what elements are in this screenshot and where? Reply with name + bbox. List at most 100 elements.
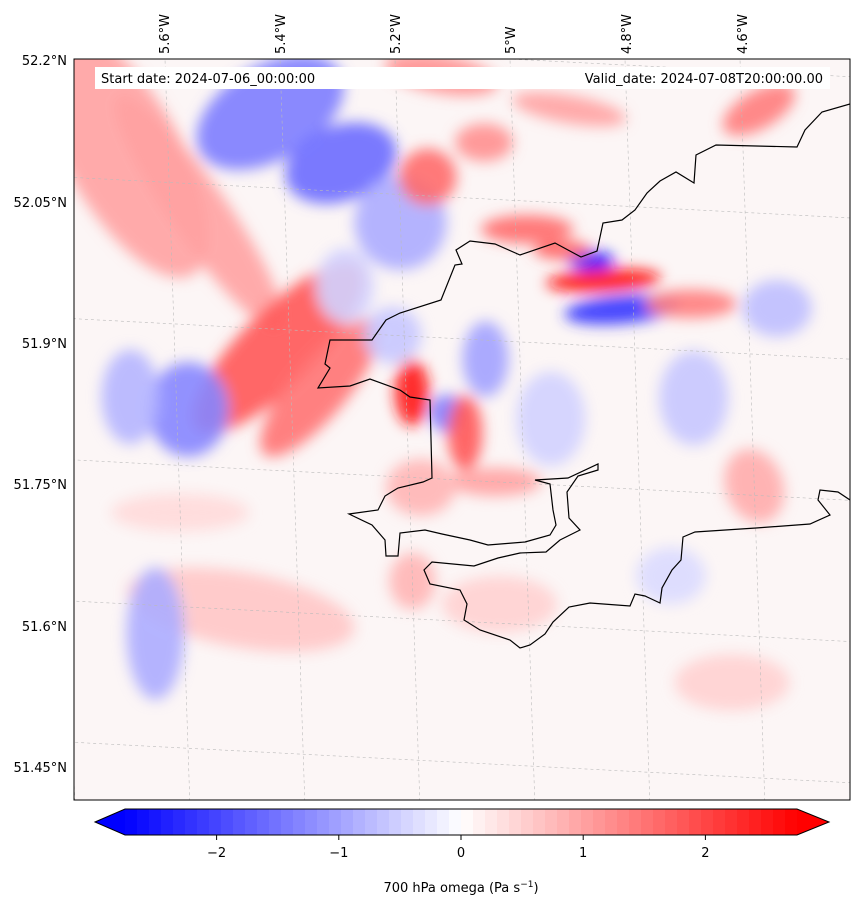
colorbar-extend-min <box>95 809 125 835</box>
meridian-line <box>279 59 306 800</box>
lat-label: 51.6°N <box>22 620 67 635</box>
colorbar-tick-label: −1 <box>329 846 348 861</box>
lon-label: 5.4°W <box>274 14 289 54</box>
colorbar-segment <box>629 809 642 835</box>
colorbar-segment <box>713 809 726 835</box>
omega-cell <box>674 654 790 711</box>
lon-label: 5.6°W <box>158 14 173 54</box>
colorbar-segment <box>221 809 234 835</box>
omega-cell <box>147 362 229 457</box>
omega-cell <box>398 148 457 206</box>
omega-cell <box>462 321 509 397</box>
colorbar-segment <box>185 809 198 835</box>
colorbar-segment <box>737 809 750 835</box>
colorbar-segment <box>341 809 354 835</box>
omega-cell <box>389 552 436 610</box>
omega-cell <box>114 95 284 330</box>
omega-cell <box>512 92 626 127</box>
colorbar-segment <box>617 809 630 835</box>
colorbar-segment <box>197 809 210 835</box>
colorbar-segment <box>125 809 138 835</box>
omega-cell <box>394 359 430 426</box>
colorbar-segment <box>245 809 258 835</box>
lat-label: 51.75°N <box>14 478 67 493</box>
omega-cell <box>74 59 209 278</box>
colorbar-segment <box>413 809 426 835</box>
meridian-line <box>509 59 536 800</box>
colorbar-segment <box>257 809 270 835</box>
colorbar-segment <box>353 809 366 835</box>
map-frame <box>73 58 851 801</box>
meridian-line <box>739 59 766 800</box>
omega-cell <box>447 395 483 471</box>
colorbar-segment <box>377 809 390 835</box>
parallel-line <box>74 600 850 642</box>
parallel-line <box>74 459 850 501</box>
parallel-line <box>74 177 850 219</box>
colorbar-title: 700 hPa omega (Pa s−1) <box>383 880 538 896</box>
colorbar-title-exponent: −1 <box>520 880 533 890</box>
colorbar-segment <box>521 809 534 835</box>
colorbar-tick-label: 2 <box>701 846 709 861</box>
colorbar-extend-max <box>797 809 829 835</box>
colorbar-segment <box>401 809 414 835</box>
colorbar-segment <box>317 809 330 835</box>
colorbar-segment <box>593 809 606 835</box>
colorbar-tick-label: −2 <box>207 846 226 861</box>
colorbar-segment <box>281 809 294 835</box>
lat-label: 52.2°N <box>22 54 67 69</box>
colorbar-segment <box>149 809 162 835</box>
colorbar-segment <box>137 809 150 835</box>
lon-label: 5°W <box>504 26 519 54</box>
omega-cell <box>516 371 586 466</box>
omega-cell <box>722 83 796 136</box>
info-box <box>95 67 830 89</box>
colorbar-segment <box>437 809 450 835</box>
colorbar-segment <box>641 809 654 835</box>
parallel-line <box>74 742 850 784</box>
lon-label: 4.8°W <box>620 14 635 54</box>
colorbar-segment <box>329 809 342 835</box>
omega-cell <box>546 268 662 293</box>
omega-cell <box>441 576 558 633</box>
colorbar-segment <box>749 809 762 835</box>
colorbar-title-units: Pa s <box>494 881 520 896</box>
longitude-labels: 5.6°W 5.4°W 5.2°W 5°W 4.8°W 4.6°W <box>158 14 751 54</box>
colorbar-tick-label: 1 <box>579 846 587 861</box>
colorbar-segment <box>605 809 618 835</box>
colorbar-title-field: 700 hPa omega <box>383 881 484 896</box>
colorbar-segment <box>161 809 174 835</box>
colorbar-segment <box>725 809 738 835</box>
colorbar-segment <box>773 809 786 835</box>
meridian-line <box>624 59 651 800</box>
colorbar-segment <box>665 809 678 835</box>
omega-cell <box>316 248 374 324</box>
omega-cell <box>449 467 542 496</box>
meridian-line <box>852 0 859 879</box>
colorbar-segment <box>497 809 510 835</box>
colorbar-outline <box>93 808 831 836</box>
colorbar-segment <box>761 809 774 835</box>
colorbar-segment <box>533 809 546 835</box>
omega-cell <box>659 350 729 446</box>
colorbar-ticks: −2 −1 0 1 2 <box>207 835 710 861</box>
colorbar-segment <box>233 809 246 835</box>
colorbar-segment <box>485 809 498 835</box>
lat-label: 52.05°N <box>14 196 67 211</box>
colorbar-segment <box>449 809 462 835</box>
omega-cell <box>126 567 185 700</box>
colorbar-segment <box>653 809 666 835</box>
colorbar-segment <box>305 809 318 835</box>
omega-cell <box>724 449 785 523</box>
coastline-path <box>316 103 850 649</box>
colorbar-segment <box>785 809 798 835</box>
colorbar-segment <box>701 809 714 835</box>
colorbar-segment <box>509 809 522 835</box>
omega-cell <box>742 280 812 337</box>
colorbar-segment <box>545 809 558 835</box>
meridian-line <box>394 59 421 800</box>
colorbar-segment <box>173 809 186 835</box>
colorbar-segment <box>209 809 222 835</box>
